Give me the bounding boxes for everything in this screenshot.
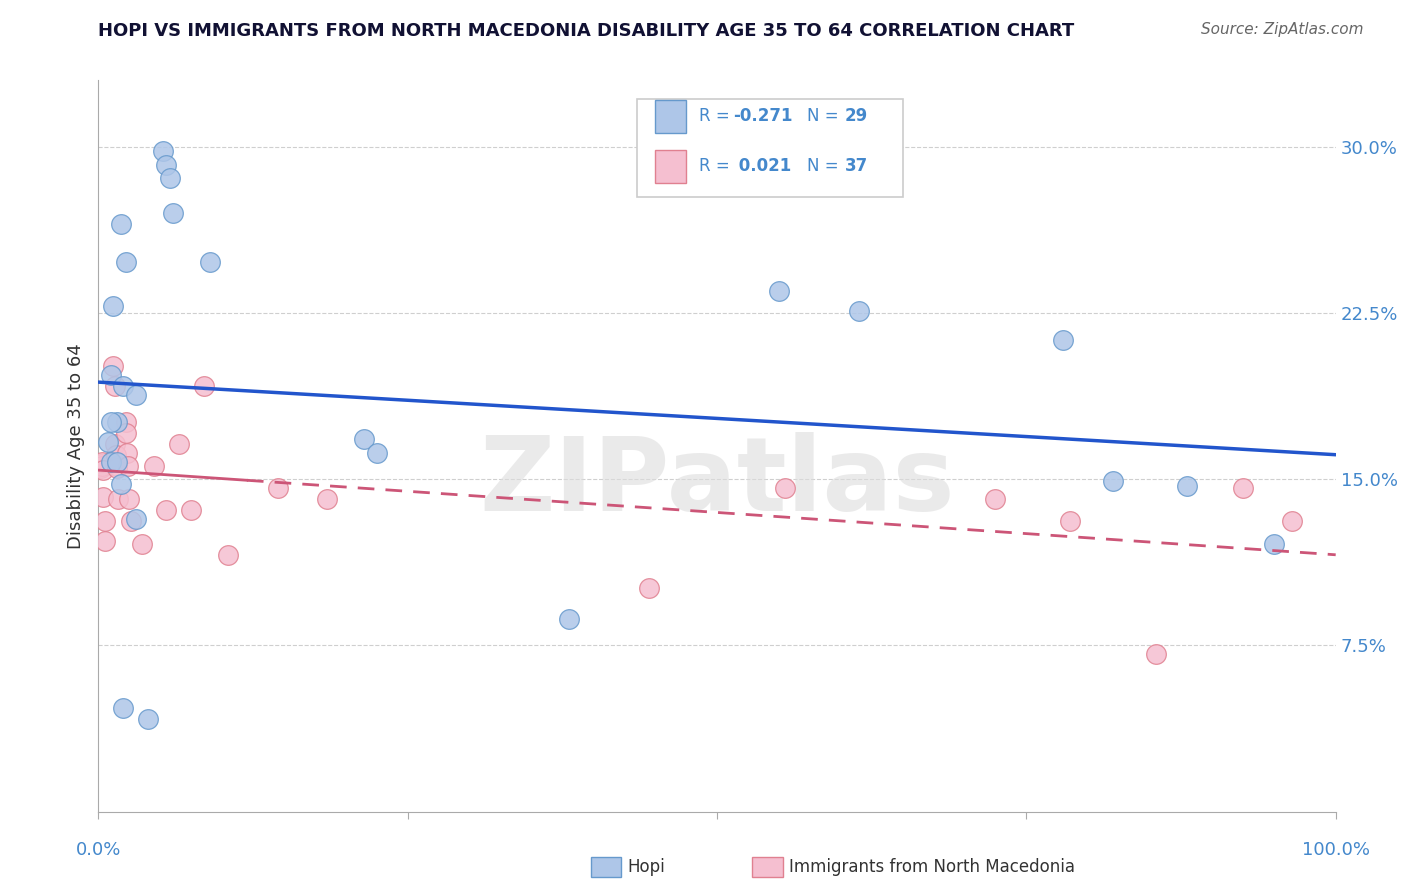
Point <box>93 534 115 549</box>
Point <box>103 437 125 451</box>
Point <box>180 503 202 517</box>
Point <box>115 445 138 459</box>
Point <box>112 700 135 714</box>
Point <box>217 548 239 562</box>
Text: 37: 37 <box>845 157 868 175</box>
Point <box>143 458 166 473</box>
Text: ZIPatlas: ZIPatlas <box>479 432 955 533</box>
Point <box>103 299 125 313</box>
Point <box>124 388 146 402</box>
Y-axis label: Disability Age 35 to 64: Disability Age 35 to 64 <box>67 343 86 549</box>
Point <box>105 461 128 475</box>
Point <box>100 368 122 382</box>
Point <box>103 359 125 374</box>
Point <box>1175 479 1198 493</box>
Point <box>848 303 870 318</box>
Point <box>110 476 132 491</box>
Text: R =: R = <box>699 108 734 126</box>
Text: 0.0%: 0.0% <box>76 841 121 859</box>
Point <box>131 536 153 550</box>
Point <box>1059 514 1081 528</box>
Point <box>136 712 159 726</box>
Point <box>1144 648 1167 662</box>
Point <box>198 255 221 269</box>
Point <box>114 255 136 269</box>
Point <box>93 514 115 528</box>
Point <box>1263 536 1285 550</box>
FancyBboxPatch shape <box>655 100 686 133</box>
Point <box>91 458 114 473</box>
Point <box>162 206 184 220</box>
Text: 29: 29 <box>845 108 868 126</box>
Text: Hopi: Hopi <box>627 858 665 876</box>
Point <box>100 415 122 429</box>
Point <box>773 481 796 495</box>
Point <box>105 454 128 468</box>
Point <box>112 379 135 393</box>
Point <box>100 454 122 468</box>
Point <box>103 379 125 393</box>
Point <box>124 512 146 526</box>
Text: HOPI VS IMMIGRANTS FROM NORTH MACEDONIA DISABILITY AGE 35 TO 64 CORRELATION CHAR: HOPI VS IMMIGRANTS FROM NORTH MACEDONIA … <box>98 22 1074 40</box>
FancyBboxPatch shape <box>637 99 903 197</box>
Text: Immigrants from North Macedonia: Immigrants from North Macedonia <box>789 858 1074 876</box>
Point <box>97 434 120 449</box>
Point <box>90 461 112 475</box>
Text: N =: N = <box>807 108 844 126</box>
Point <box>1281 514 1303 528</box>
Point <box>152 145 174 159</box>
Point <box>107 492 129 507</box>
Point <box>110 218 132 232</box>
Point <box>114 415 136 429</box>
Text: R =: R = <box>699 157 734 175</box>
Text: -0.271: -0.271 <box>733 108 793 126</box>
Point <box>159 170 181 185</box>
Point <box>267 481 290 495</box>
Point <box>638 581 661 595</box>
Point <box>984 492 1007 507</box>
Text: Source: ZipAtlas.com: Source: ZipAtlas.com <box>1201 22 1364 37</box>
Point <box>1102 475 1125 489</box>
Text: 100.0%: 100.0% <box>1302 841 1369 859</box>
Point <box>155 157 177 171</box>
Text: 0.021: 0.021 <box>733 157 792 175</box>
Point <box>1232 481 1254 495</box>
Point <box>353 433 375 447</box>
Point <box>114 425 136 440</box>
Point <box>90 457 112 471</box>
Point <box>117 458 139 473</box>
Point <box>105 458 128 473</box>
Point <box>91 454 114 468</box>
Point <box>118 492 141 507</box>
Point <box>93 463 115 477</box>
Point <box>167 437 190 451</box>
Point <box>366 445 388 459</box>
Point <box>105 415 128 429</box>
Point <box>1052 333 1074 347</box>
Point <box>155 503 177 517</box>
Point <box>93 490 115 504</box>
Point <box>193 379 215 393</box>
Text: N =: N = <box>807 157 844 175</box>
FancyBboxPatch shape <box>655 150 686 183</box>
Point <box>316 492 339 507</box>
Point <box>768 284 790 298</box>
Point <box>104 448 127 462</box>
Point <box>557 612 579 626</box>
Point <box>120 514 142 528</box>
